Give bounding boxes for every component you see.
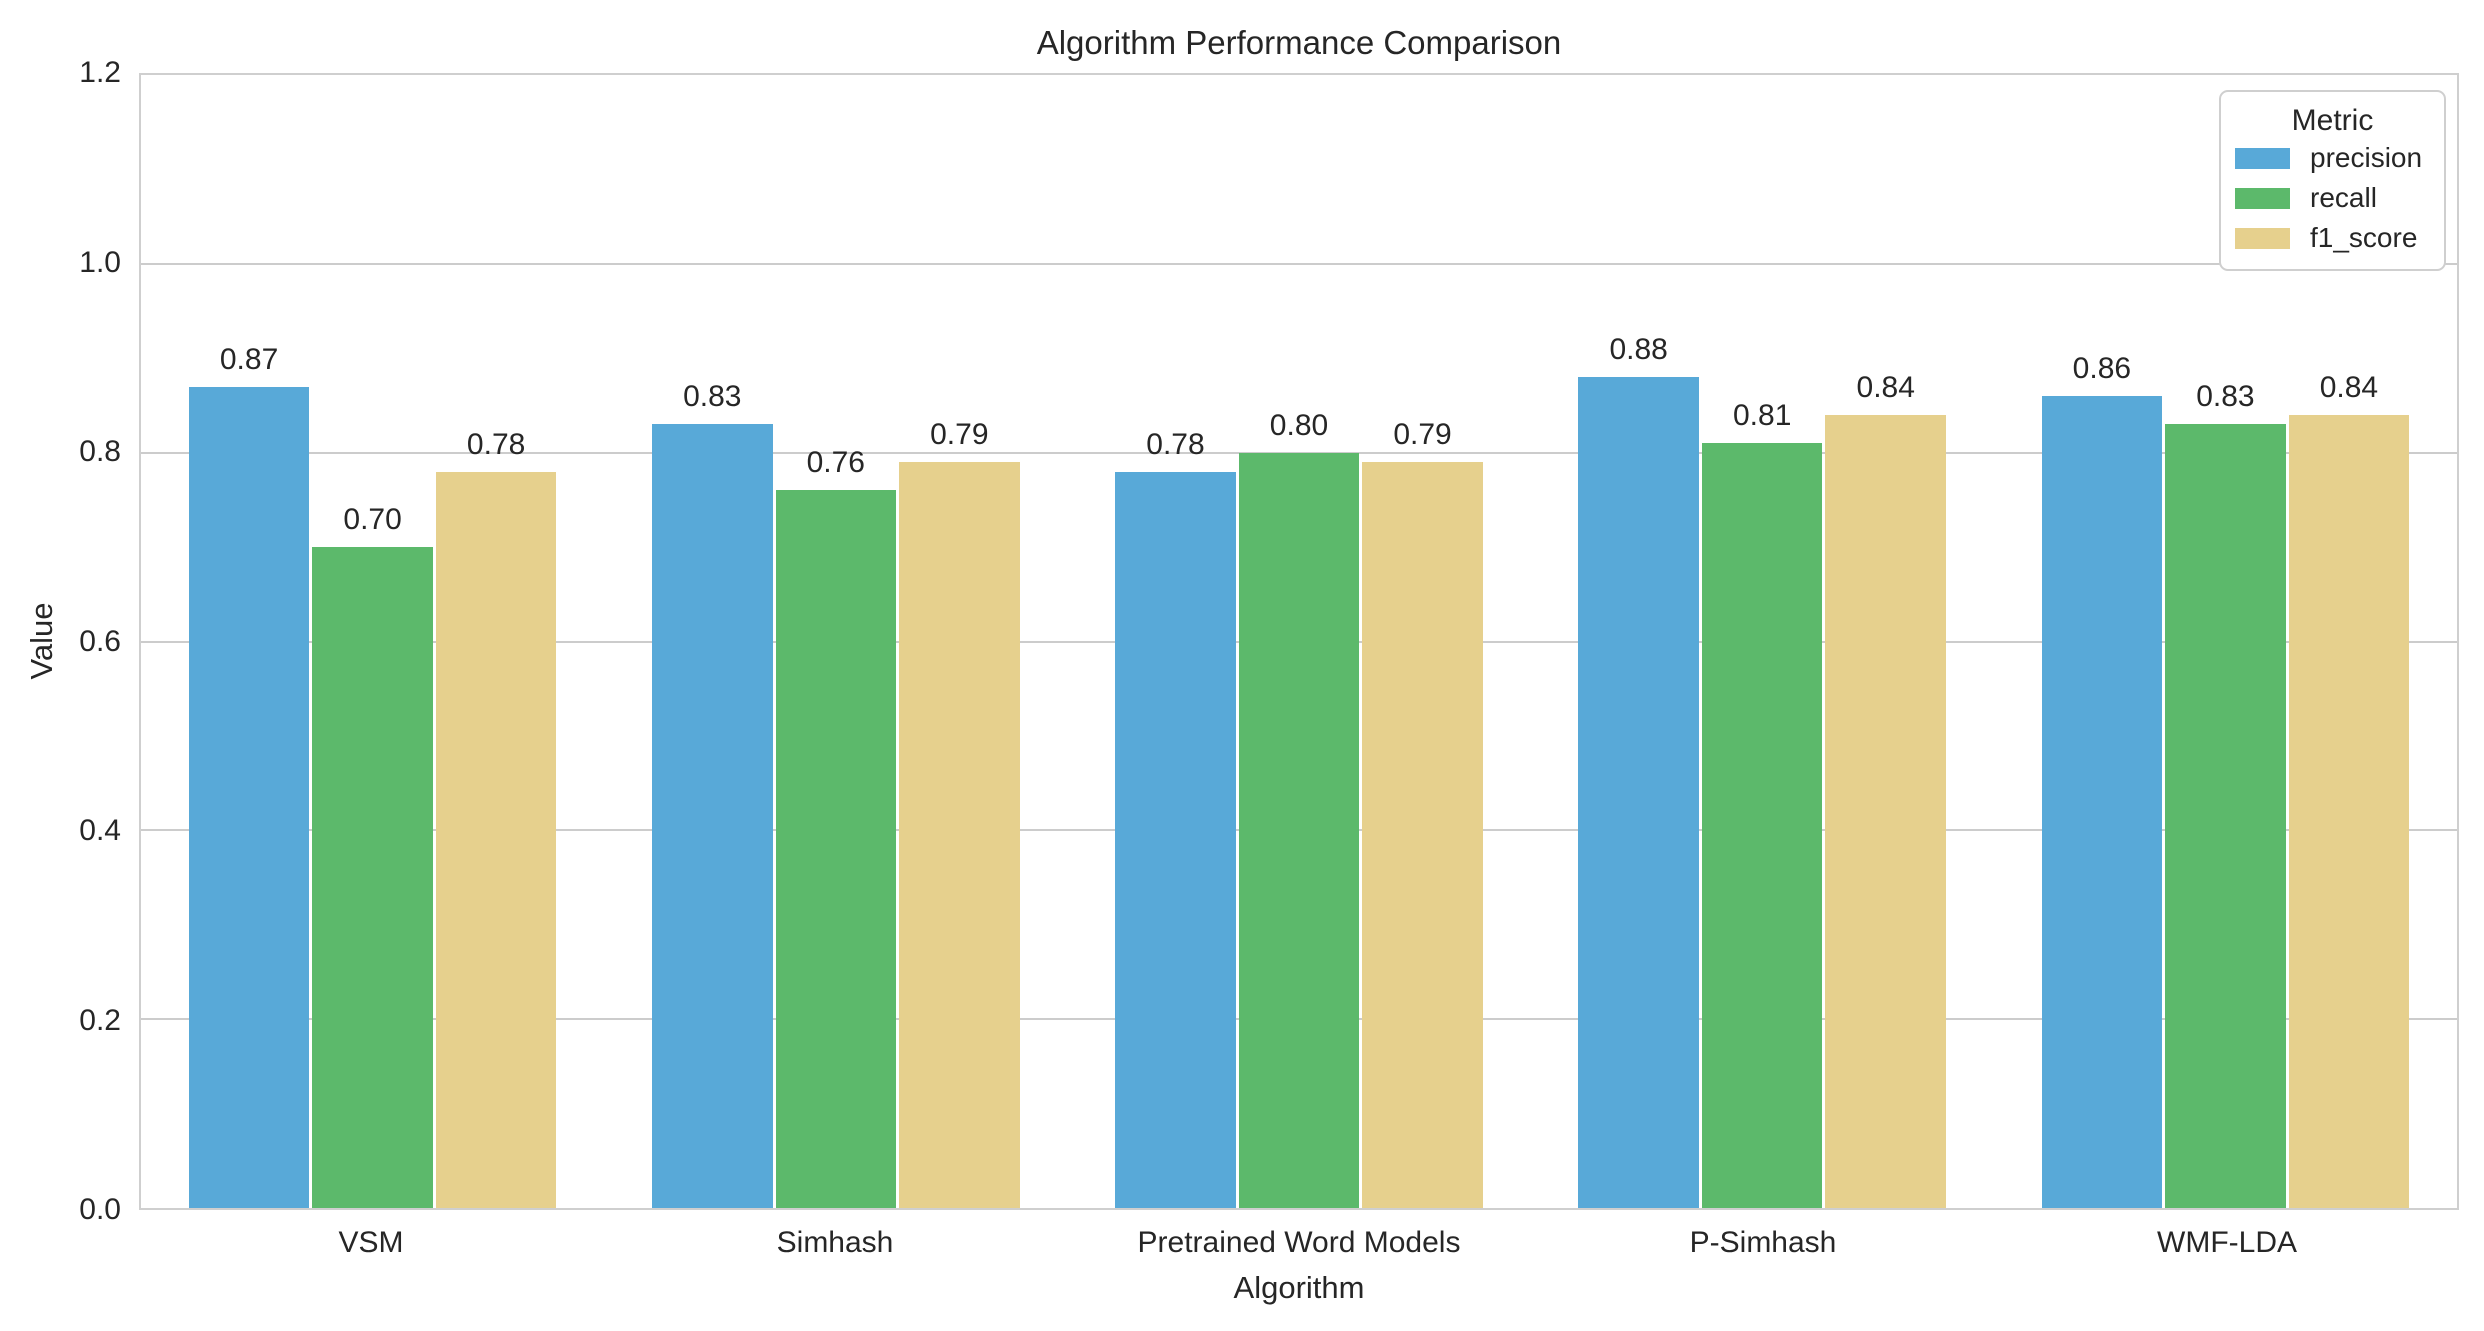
legend-item-recall: recall (2221, 178, 2444, 218)
legend-items: precision recall f1_score (2221, 138, 2444, 258)
x-axis-label: Algorithm (1233, 1270, 1365, 1305)
bar-f1_score-wmf-lda (2288, 414, 2410, 1208)
ytick-label-1.2: 1.2 (79, 56, 121, 89)
y-axis-label: Value (24, 602, 59, 680)
bar-f1_score-simhash (899, 462, 1020, 1208)
xtick-label-simhash: Simhash (776, 1226, 894, 1259)
ytick-label-0.2: 0.2 (79, 1003, 121, 1037)
bar-value-label-f1_score-vsm: 0.78 (466, 427, 526, 461)
legend-item-label-precision: precision (2310, 142, 2423, 173)
bar-value-label-recall-vsm: 0.70 (343, 503, 402, 537)
legend-item-precision: precision (2221, 138, 2444, 178)
legend-swatch-precision (2235, 147, 2290, 169)
bar-f1_score-p-simhash (1825, 414, 1946, 1208)
xtick-label-wmf-lda: WMF-LDA (2157, 1226, 2297, 1259)
legend-swatch-recall (2235, 187, 2290, 209)
bar-value-label-precision-wmf-lda: 0.86 (2072, 352, 2132, 386)
ytick-label-1.0: 1.0 (79, 245, 121, 279)
bar-precision-vsm (188, 386, 310, 1208)
legend-item-f1_score: f1_score (2221, 218, 2444, 258)
grid-line-1.0 (141, 262, 2457, 265)
bar-precision-p-simhash (1578, 377, 1699, 1208)
bar-precision-pretrained-word-models (1115, 471, 1236, 1208)
bar-value-label-precision-p-simhash: 0.88 (1609, 333, 1668, 367)
ytick-label-0.8: 0.8 (79, 435, 121, 468)
bar-value-label-precision-simhash: 0.83 (683, 380, 742, 414)
ytick-label-0.6: 0.6 (79, 624, 121, 658)
bar-value-label-recall-wmf-lda: 0.83 (2196, 380, 2255, 414)
plot-area: 0.87 0.70 0.78 0.83 0.76 0.79 0.78 0.80 0.79 0.88… (139, 73, 2459, 1210)
bar-value-label-precision-pretrained-word-models: 0.78 (1146, 427, 1205, 461)
legend-item-label-recall: recall (2310, 182, 2377, 213)
bar-value-label-f1_score-pretrained-word-models: 0.79 (1393, 418, 1452, 452)
bar-value-label-f1_score-wmf-lda: 0.84 (2319, 370, 2379, 404)
legend-title: Metric (2291, 104, 2374, 137)
bar-value-label-f1_score-simhash: 0.79 (930, 418, 989, 452)
bar-recall-p-simhash (1701, 443, 1823, 1208)
bar-value-label-recall-pretrained-word-models: 0.80 (1269, 408, 1329, 442)
bar-f1_score-pretrained-word-models (1362, 462, 1483, 1208)
bar-f1_score-vsm (435, 471, 557, 1208)
bar-value-label-recall-p-simhash: 0.81 (1733, 399, 1792, 433)
bar-recall-vsm (312, 547, 433, 1208)
ytick-label-0.4: 0.4 (79, 814, 121, 847)
bar-value-label-recall-simhash: 0.76 (806, 446, 865, 480)
xtick-label-vsm: VSM (338, 1226, 404, 1259)
bar-recall-wmf-lda (2165, 424, 2286, 1208)
bar-value-label-f1_score-p-simhash: 0.84 (1856, 370, 1915, 404)
legend: Metric precision recall f1_score (2219, 90, 2446, 271)
bar-value-label-precision-vsm: 0.87 (219, 342, 279, 376)
bar-precision-simhash (652, 424, 773, 1208)
bar-recall-simhash (775, 490, 897, 1208)
bar-recall-pretrained-word-models (1238, 452, 1360, 1208)
chart-title: Algorithm Performance Comparison (1036, 24, 1562, 61)
xtick-label-p-simhash: P-Simhash (1689, 1226, 1837, 1259)
legend-swatch-f1_score (2235, 227, 2290, 249)
ytick-label-0.0: 0.0 (79, 1193, 121, 1226)
bar-precision-wmf-lda (2041, 396, 2163, 1208)
xtick-label-pretrained-word-models: Pretrained Word Models (1137, 1226, 1461, 1259)
legend-item-label-f1_score: f1_score (2310, 222, 2418, 253)
